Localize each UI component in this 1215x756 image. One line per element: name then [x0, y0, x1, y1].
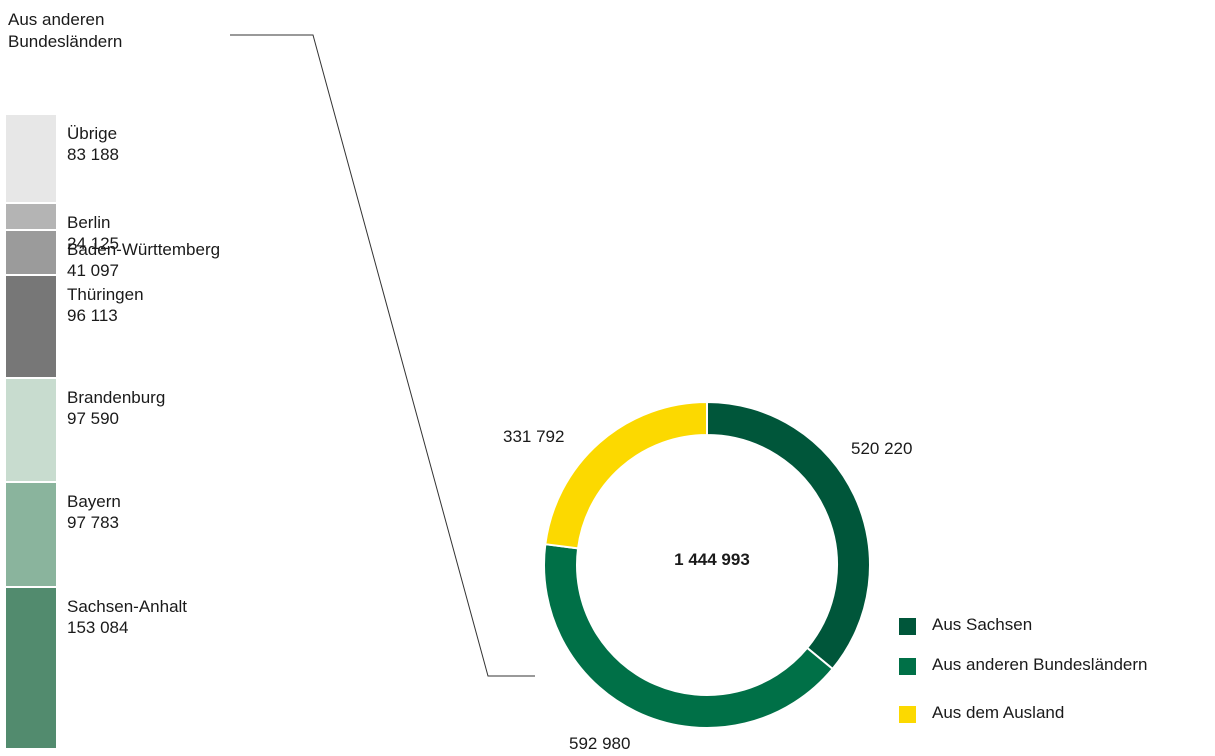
legend-label: Aus Sachsen	[932, 615, 1033, 634]
segment-value: 96 113	[67, 306, 118, 326]
bar-segment-5	[6, 204, 56, 230]
legend-label: Aus dem Ausland	[932, 703, 1065, 722]
segment-name: Baden-Württemberg	[67, 240, 221, 260]
bar-segment-6	[6, 115, 56, 203]
bar-segment-label: Bayern 97 783	[67, 491, 121, 533]
donut-center-total: 1 444 993	[674, 550, 750, 569]
bar-segment-2	[6, 379, 56, 482]
bar-segment-label: Brandenburg 97 590	[67, 387, 165, 429]
legend-swatch	[899, 658, 916, 675]
value-label-sachsen: 520 220	[851, 439, 913, 458]
segment-value: 24 125	[67, 234, 119, 254]
segment-name: Sachsen-Anhalt	[67, 596, 188, 616]
segment-name: Berlin	[67, 213, 111, 233]
legend-label: Aus anderen Bundesländern	[932, 655, 1148, 674]
segment-value: 97 783	[67, 513, 119, 533]
segment-value: 97 590	[67, 409, 119, 429]
segment-name: Übrige	[67, 124, 118, 143]
bar-segment-label: Baden-Württemberg 41 097	[67, 239, 220, 281]
value-label-andere: 592 980	[569, 734, 631, 753]
segment-value: 83 188	[67, 145, 119, 164]
segment-value: 41 097	[67, 261, 119, 281]
bar-segment-3	[6, 276, 56, 378]
segment-name: Bayern	[67, 492, 121, 512]
segment-value: 153 084	[67, 617, 129, 637]
bar-segment-label: Berlin 24 125	[67, 212, 119, 254]
donut-slice-0	[706, 400, 871, 671]
bar-segment-label: Übrige 83 188	[67, 123, 119, 165]
segment-name: Brandenburg	[67, 388, 166, 408]
bar-segment-0	[6, 587, 56, 748]
value-label-ausland: 331 792	[503, 427, 565, 446]
donut-slice-1	[543, 543, 834, 729]
legend-swatch	[899, 618, 916, 635]
donut-slice-2	[544, 400, 708, 550]
bar-segment-4	[6, 231, 56, 275]
bar-segment-1	[6, 483, 56, 586]
legend-swatch	[899, 706, 916, 723]
bar-segment-label: Sachsen-Anhalt 153 084	[67, 596, 187, 638]
segment-name: Thüringen	[67, 285, 144, 305]
breakout-title: Aus anderen Bundesländern	[8, 10, 123, 51]
bar-segment-label: Thüringen 96 113	[67, 284, 144, 326]
